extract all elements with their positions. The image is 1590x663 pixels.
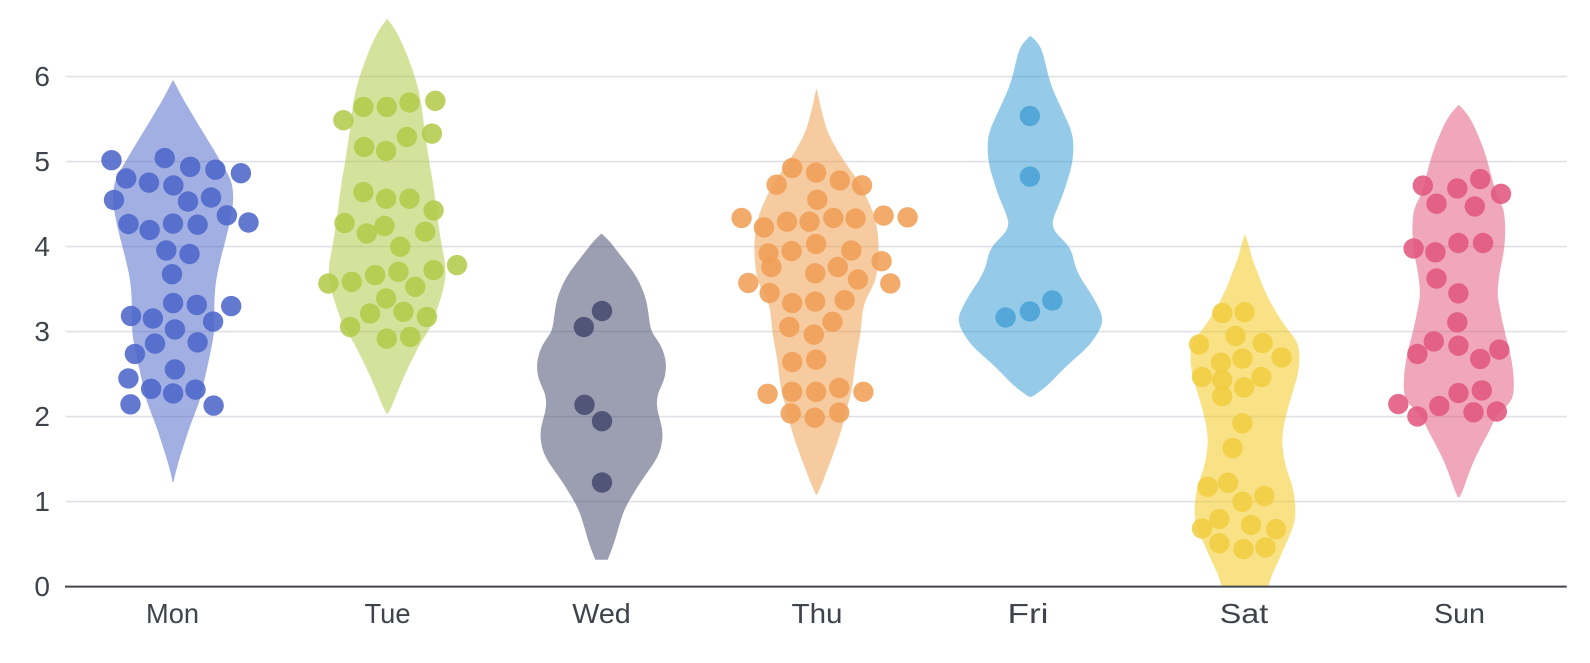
svg-text:3: 3: [34, 316, 50, 347]
svg-text:6: 6: [34, 61, 50, 92]
svg-text:2: 2: [34, 401, 50, 432]
svg-text:Fri: Fri: [1008, 598, 1049, 629]
svg-text:5: 5: [34, 146, 50, 177]
svg-text:4: 4: [34, 231, 50, 262]
svg-text:Wed: Wed: [572, 598, 631, 629]
svg-text:1: 1: [34, 486, 50, 517]
svg-text:Sun: Sun: [1434, 598, 1485, 629]
svg-text:0: 0: [34, 571, 50, 602]
svg-text:Tue: Tue: [365, 598, 411, 629]
svg-text:Sat: Sat: [1220, 598, 1269, 629]
svg-text:Mon: Mon: [146, 598, 199, 629]
svg-text:Thu: Thu: [792, 598, 843, 629]
